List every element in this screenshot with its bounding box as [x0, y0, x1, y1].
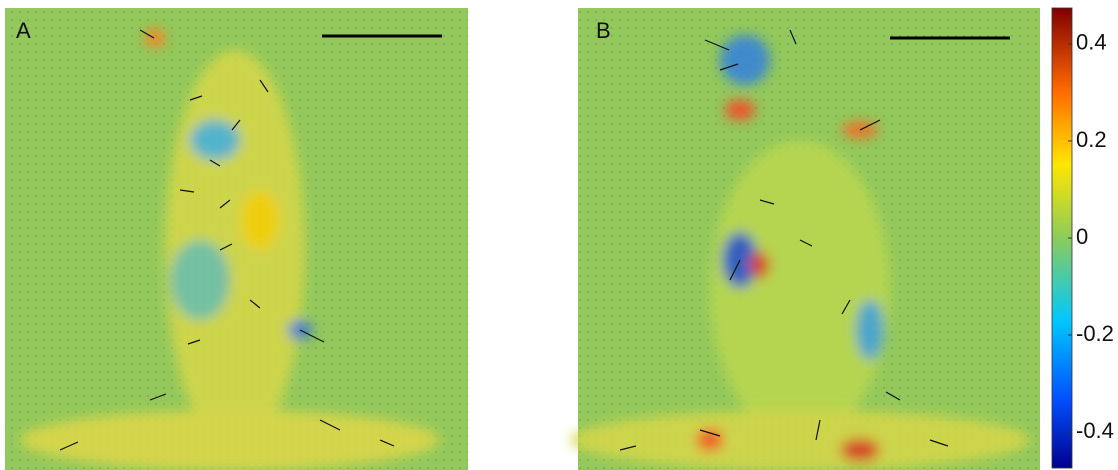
figure: A B 0.4 0.2 0 -0.2 -0.4 — [0, 0, 1118, 470]
tick-label: -0.4 — [1076, 418, 1114, 443]
panel-label: A — [16, 18, 31, 43]
panel-label: B — [596, 18, 611, 43]
panel-b: B — [570, 8, 1040, 470]
tick-label: -0.2 — [1076, 321, 1114, 346]
colorbar: 0.4 0.2 0 -0.2 -0.4 — [1052, 8, 1114, 468]
panel-a: A — [5, 8, 468, 470]
tick-label: 0.2 — [1076, 127, 1107, 152]
tick-label: 0.4 — [1076, 30, 1107, 55]
tick-label: 0 — [1076, 224, 1088, 249]
